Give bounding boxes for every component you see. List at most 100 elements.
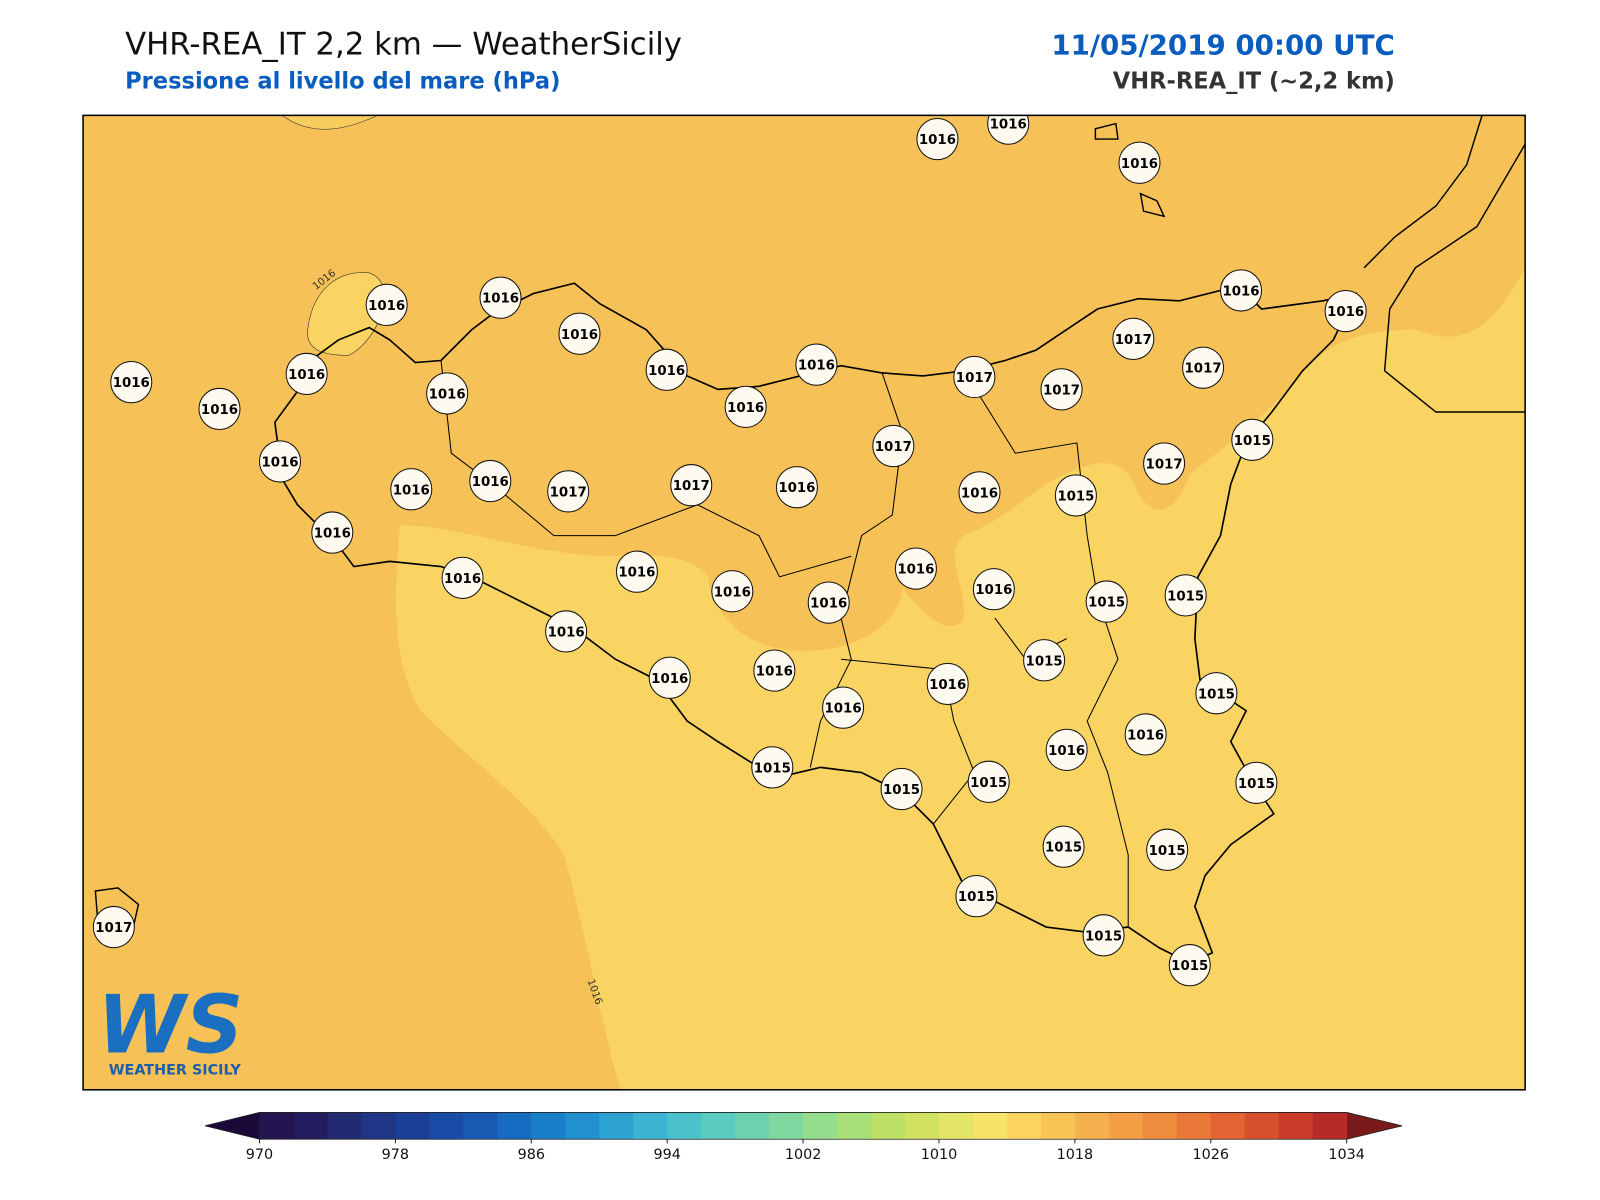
station-marker [1324,289,1367,333]
station-marker [753,649,796,692]
colorbar-segment [531,1112,566,1140]
coastline [274,282,1358,965]
contour-line [281,115,378,130]
station-marker [545,610,588,653]
station-marker [615,550,658,593]
colorbar-segment [938,1112,974,1140]
station-label: 1016 [472,475,509,490]
station-marker [110,361,153,404]
station-marker [311,511,354,554]
station-label: 1015 [958,890,995,905]
colorbar-segment [1244,1112,1280,1140]
station-marker [880,767,923,811]
station-marker [807,581,850,624]
colorbar-segment [1312,1112,1348,1140]
colorbar-segment [429,1112,464,1140]
station-label: 1017 [956,371,993,386]
station-label: 1016 [429,387,466,402]
colorbar-segment [769,1112,804,1140]
station-label: 1016 [113,376,150,391]
station-marker [1235,761,1278,804]
station-marker [987,115,1030,145]
station-label: 1015 [754,761,791,776]
station-marker [92,905,135,949]
station-marker [775,466,818,509]
station-label: 1016 [727,401,764,416]
station-label: 1017 [1146,458,1183,473]
logo-mark: WS [97,979,243,1072]
colorbar-segment [361,1112,396,1140]
station-marker [1231,418,1274,461]
colorbar-segment [803,1112,838,1140]
station-label: 1016 [314,527,351,542]
colorbar-segment [1210,1112,1246,1140]
station-label: 1016 [778,481,815,496]
station-marker [1164,574,1207,617]
colorbar-segment [1278,1112,1314,1140]
station-label: 1016 [919,133,956,148]
coastline [94,115,1526,933]
station-label: 1015 [1234,434,1271,449]
colorbar-segment [1142,1112,1178,1140]
colorbar-segment [1006,1112,1042,1140]
colorbar-segment [599,1112,634,1140]
station-marker [258,440,302,483]
station-label: 1016 [561,328,598,343]
station-marker [1195,672,1238,715]
station-marker [967,760,1010,803]
station-marker [955,875,998,918]
station-marker [558,312,601,355]
station-marker [1082,914,1125,957]
colorbar-segment [871,1112,906,1140]
station-marker [926,662,969,706]
station-label: 1015 [1171,959,1208,974]
station-marker [479,276,522,319]
colorbar-segment [972,1112,1008,1140]
colorbar-segment [293,1112,328,1140]
colorbar-segment [463,1112,498,1140]
station-marker [916,117,959,161]
station-label: 1015 [883,783,920,798]
station-marker [469,459,512,503]
model: VHR-REA_IT (~2,2 km) [1113,69,1395,95]
station-marker [198,387,241,431]
colorbar: 970 978 986 994 1002 1010 1018 1026 1034 [205,1112,1403,1163]
station-label: 1016 [929,678,966,693]
station-marker [795,343,838,386]
date: 11/05/2019 00:00 UTC [1051,29,1394,62]
station-label: 1016 [618,566,655,581]
station-marker [390,468,433,511]
colorbar-segment [701,1112,736,1140]
colorbar-segment [905,1112,940,1140]
stations: 1016 1016 1016 1016 1016 1016 1016 1016 1016 1016… [92,115,1367,987]
colorbar-segment [327,1112,362,1140]
colorbar-tick-label: 970 [246,1147,273,1163]
colorbar-tick-label: 1010 [921,1147,958,1163]
station-label: 1015 [1085,929,1122,944]
station-marker [822,686,865,729]
station-label: 1016 [975,583,1012,598]
station-label: 1016 [651,672,688,687]
colorbar-segment [565,1112,600,1140]
station-label: 1016 [1327,305,1364,320]
station-marker [365,283,408,327]
station-label: 1016 [990,118,1027,133]
station-label: 1016 [798,359,835,374]
colorbar-segment [667,1112,702,1140]
colorbar-segment [633,1112,668,1140]
logo-text: WEATHER SICILY [109,1062,242,1078]
station-marker [1143,442,1186,485]
station-marker [1219,269,1263,312]
station-label: 1015 [1167,589,1204,604]
colorbar-segment [1108,1112,1144,1140]
station-label: 1015 [1057,489,1094,504]
station-marker [1112,317,1155,360]
station-marker [953,355,996,399]
station-label: 1017 [1115,333,1152,348]
station-marker [872,424,915,468]
colorbar-extend-low [205,1112,260,1140]
station-label: 1016 [393,483,430,498]
station-label: 1016 [810,597,847,612]
